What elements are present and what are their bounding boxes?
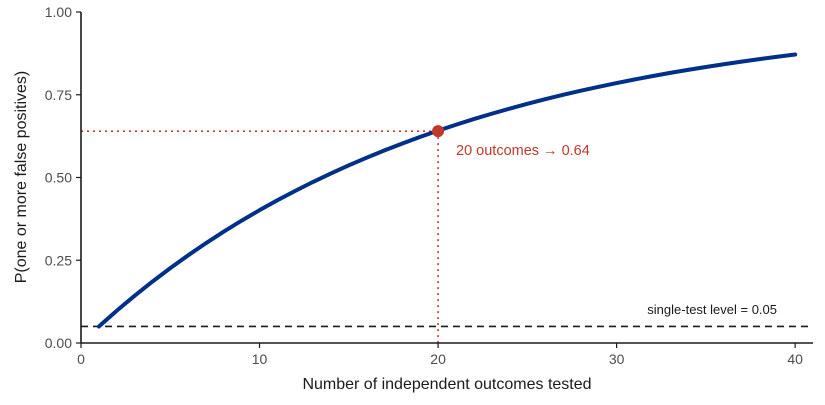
x-tick-label: 20 — [430, 351, 446, 367]
x-tick-label: 10 — [252, 351, 268, 367]
y-tick-label: 0.50 — [45, 170, 72, 186]
y-tick-label: 0.25 — [45, 252, 72, 268]
y-tick-label: 0.00 — [45, 335, 72, 351]
y-tick-label: 1.00 — [45, 4, 72, 20]
chart-marks — [81, 55, 813, 343]
y-axis-title: P(one or more false positives) — [13, 71, 30, 284]
x-tick-label: 40 — [787, 351, 803, 367]
highlight-annotation: 20 outcomes → 0.64 — [456, 143, 590, 159]
x-tick-label: 0 — [77, 351, 85, 367]
series-line-0 — [99, 55, 795, 327]
reference-line-label: single-test level = 0.05 — [647, 302, 777, 317]
x-axis-title: Number of independent outcomes tested — [302, 376, 591, 393]
highlight-point — [432, 125, 444, 137]
y-tick-label: 0.75 — [45, 87, 72, 103]
x-tick-label: 30 — [609, 351, 625, 367]
